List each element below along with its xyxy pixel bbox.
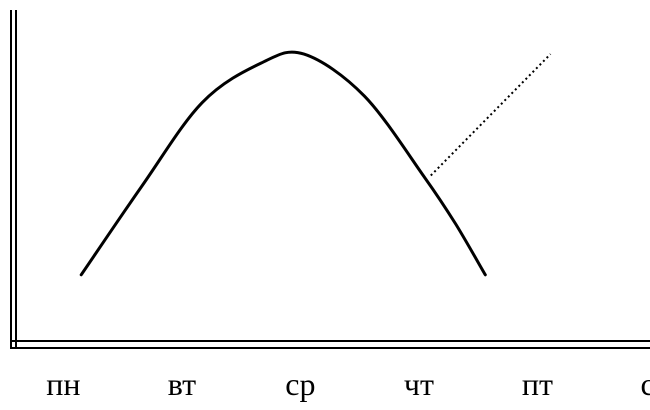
x-tick-label: сб	[640, 366, 650, 402]
x-tick-label: ср	[285, 366, 315, 402]
series-line-dotted	[430, 53, 552, 177]
x-tick-label: пн	[46, 366, 80, 402]
x-tick-label: пт	[522, 366, 553, 402]
x-tick-labels: пн вт ср чт пт сб	[46, 366, 650, 402]
x-tick-label: чт	[404, 366, 434, 402]
series-layer	[79, 50, 552, 277]
x-tick-label: вт	[168, 366, 196, 402]
series-line-solid	[79, 50, 487, 277]
y-axis	[10, 10, 17, 349]
x-axis	[11, 340, 650, 349]
